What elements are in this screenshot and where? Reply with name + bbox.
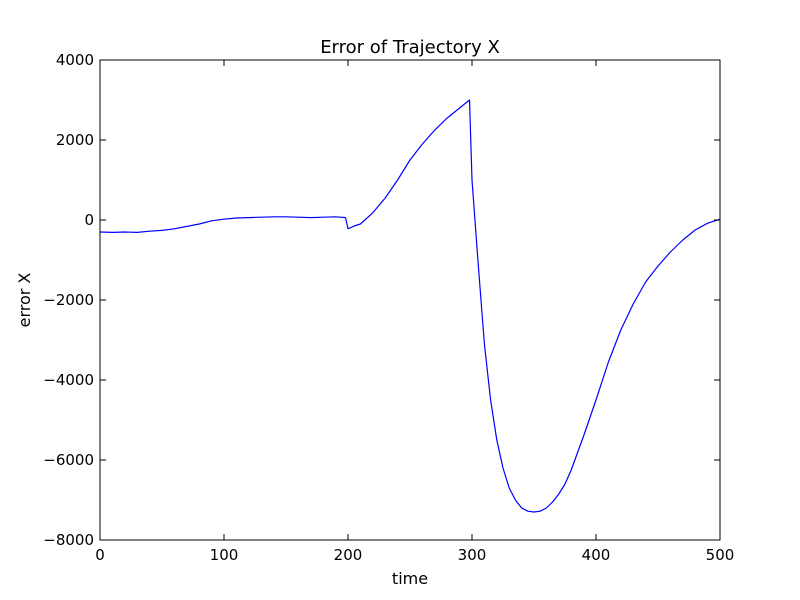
y-tick-label: 4000 [56,51,94,69]
y-tick-label: 0 [84,211,94,229]
x-tick-label: 200 [334,546,363,564]
y-tick-label: −2000 [43,291,94,309]
y-tick-label: −8000 [43,531,94,549]
y-axis-ticks: −8000 −6000 −4000 −2000 0 2000 4000 [43,51,720,549]
x-tick-label: 400 [582,546,611,564]
chart-title: Error of Trajectory X [320,37,500,58]
y-tick-label: −4000 [43,371,94,389]
x-axis-ticks: 0 100 200 300 400 500 [95,60,734,564]
series-line [99,99,721,513]
y-tick-label: 2000 [56,131,94,149]
axes-frame [99,59,721,541]
plot-area [99,59,721,541]
x-axis-label: time [392,569,428,588]
y-tick-label: −6000 [43,451,94,469]
x-tick-label: 300 [458,546,487,564]
x-tick-label: 100 [210,546,239,564]
y-axis-label: error X [15,273,34,328]
x-tick-label: 0 [95,546,105,564]
x-tick-label: 500 [706,546,735,564]
